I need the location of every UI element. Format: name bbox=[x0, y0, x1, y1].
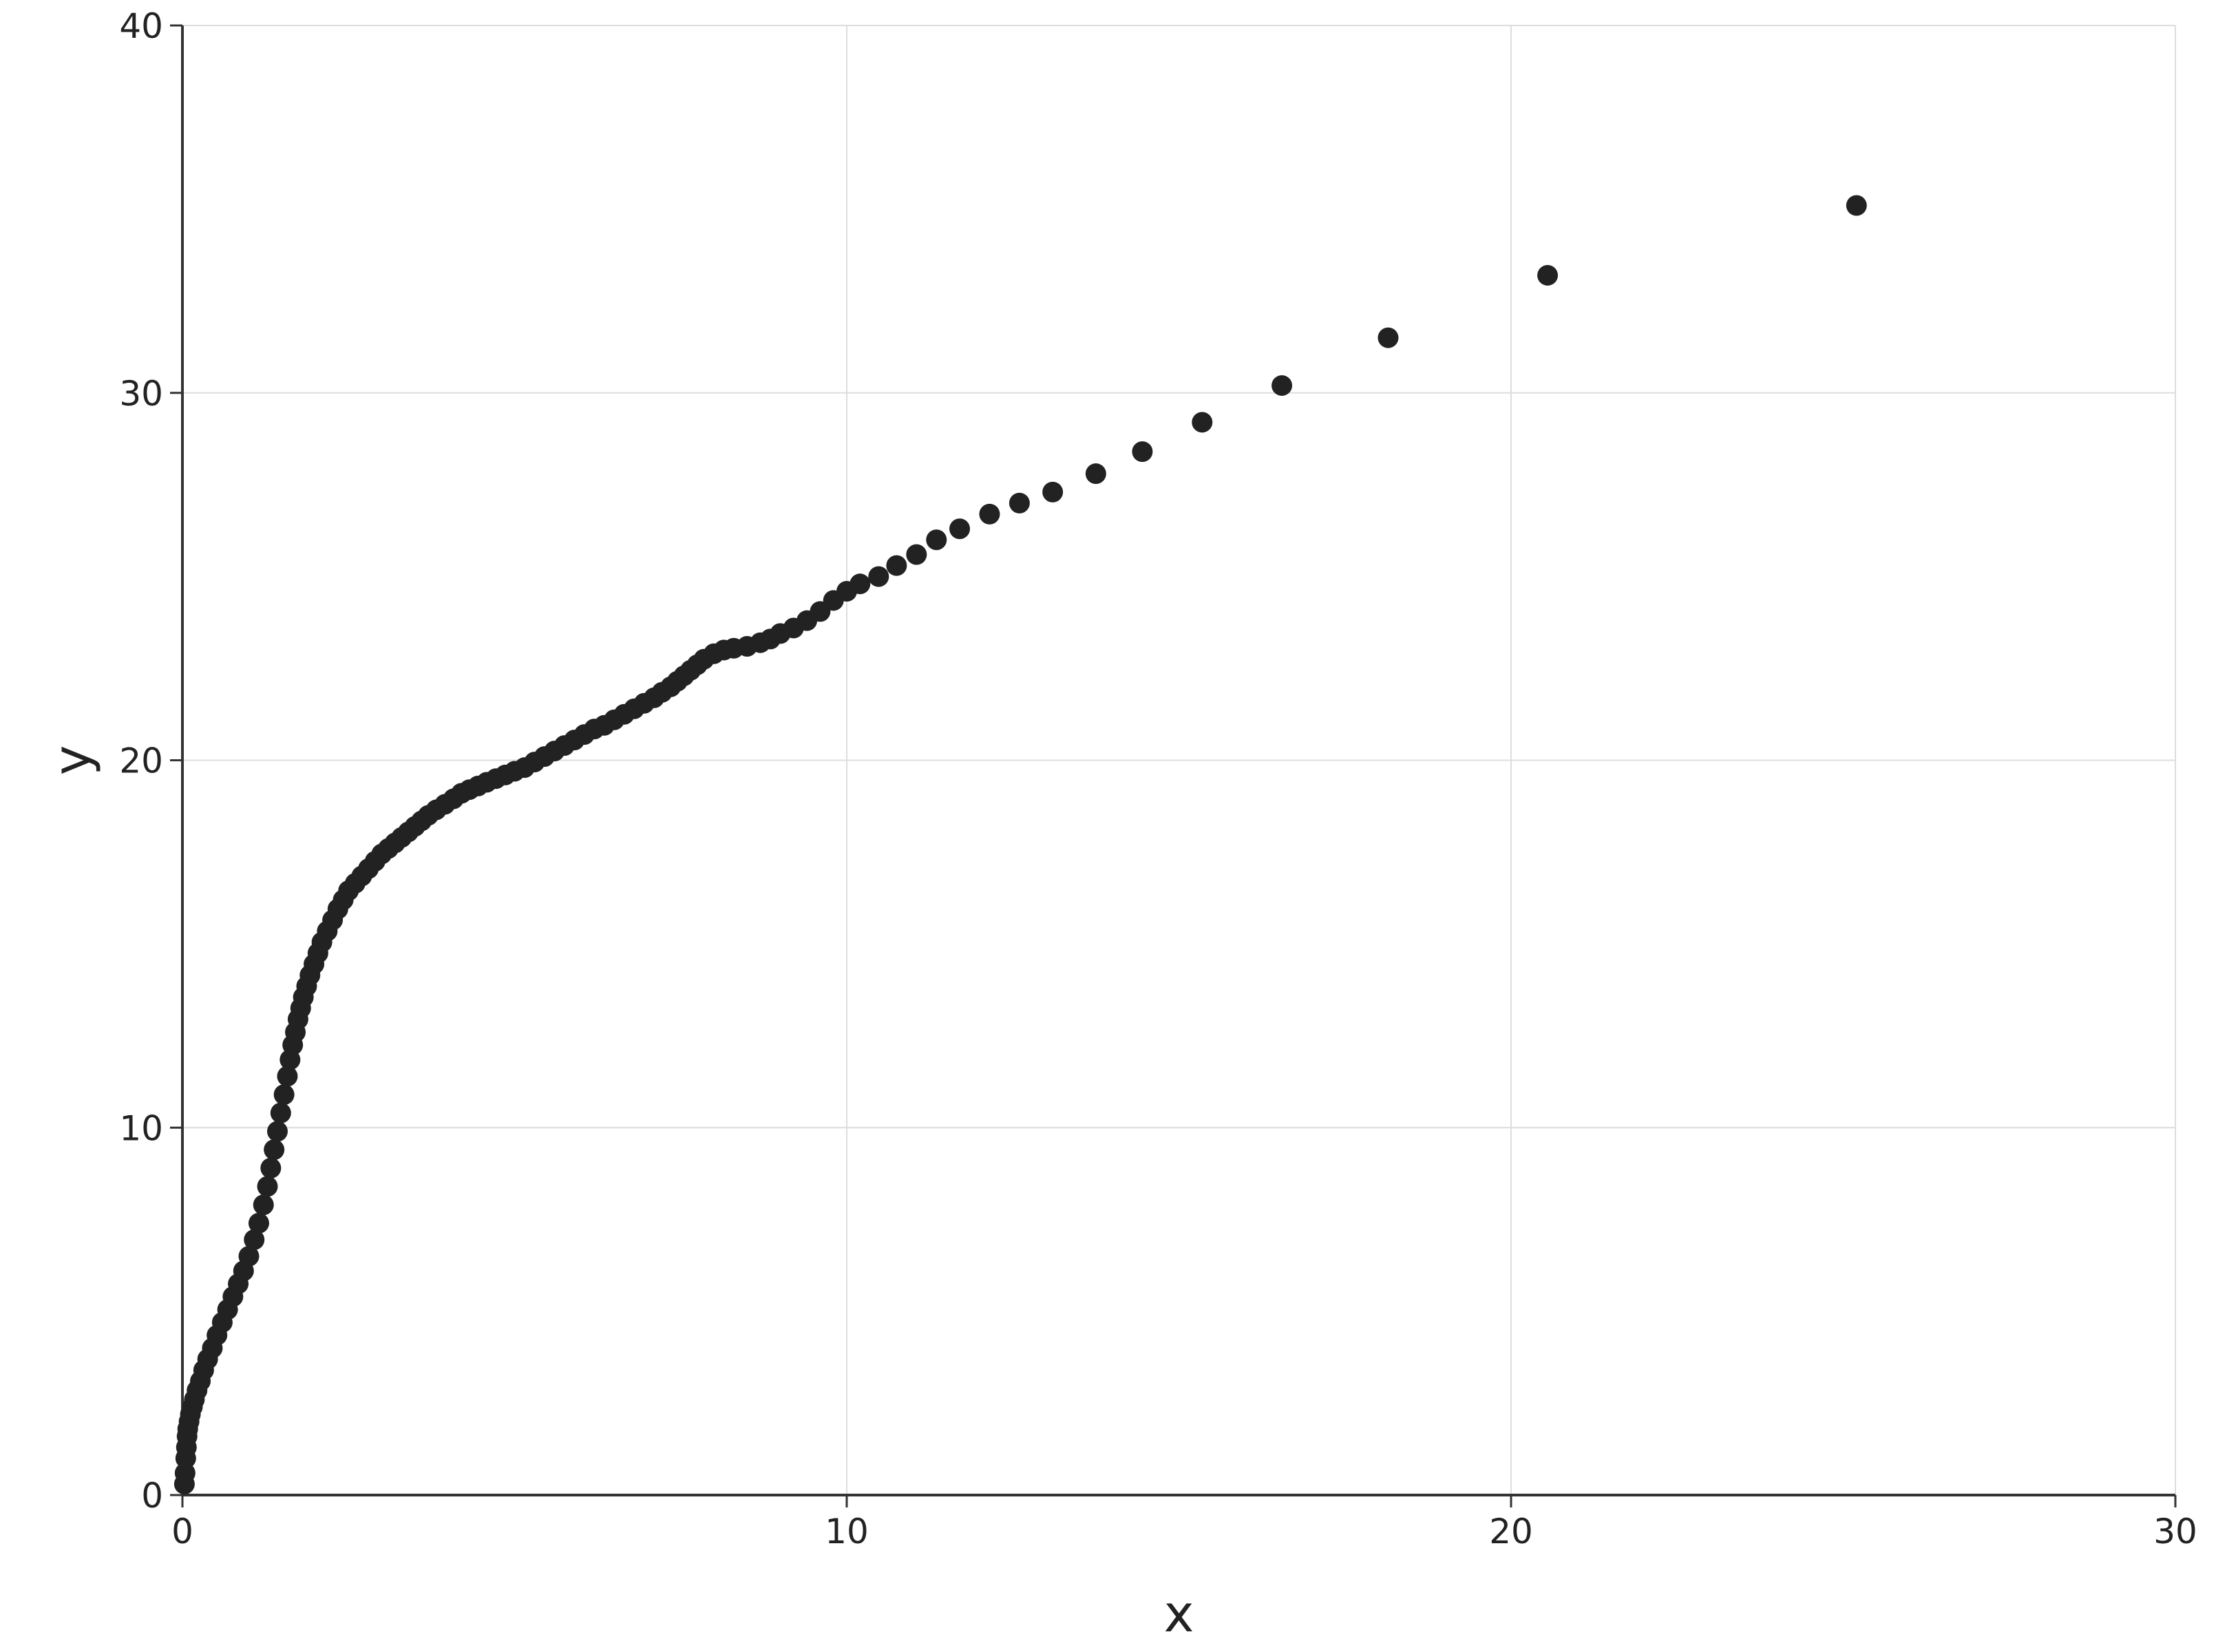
data-point bbox=[1085, 463, 1106, 485]
data-point bbox=[1378, 327, 1399, 348]
data-point bbox=[849, 573, 871, 595]
x-tick-labels: 0 10 20 30 bbox=[171, 1512, 2197, 1552]
data-point bbox=[273, 1084, 295, 1105]
data-point bbox=[868, 566, 889, 587]
data-point bbox=[253, 1194, 274, 1216]
data-point bbox=[270, 1102, 291, 1123]
tick-marks bbox=[170, 24, 2177, 1507]
data-point bbox=[886, 555, 907, 576]
data-point bbox=[238, 1246, 260, 1267]
data-point bbox=[277, 1066, 298, 1087]
y-tick-label: 10 bbox=[119, 1108, 163, 1148]
x-tick-label: 30 bbox=[2153, 1512, 2197, 1552]
y-tick-label: 40 bbox=[119, 6, 163, 46]
data-point bbox=[1009, 492, 1030, 513]
y-tick-label: 0 bbox=[141, 1476, 163, 1516]
data-point bbox=[257, 1176, 278, 1197]
data-point bbox=[1132, 441, 1153, 463]
data-point bbox=[1042, 481, 1064, 502]
data-point bbox=[264, 1139, 285, 1161]
data-point bbox=[979, 503, 1000, 525]
y-axis-label: y bbox=[43, 745, 102, 776]
data-point bbox=[1846, 195, 1867, 216]
data-point bbox=[1271, 375, 1293, 396]
x-tick-label: 10 bbox=[825, 1512, 869, 1552]
data-point bbox=[266, 1121, 288, 1142]
y-tick-label: 20 bbox=[119, 741, 163, 781]
data-point bbox=[1192, 412, 1213, 433]
x-tick-label: 20 bbox=[1489, 1512, 1533, 1552]
x-axis-label: x bbox=[1164, 1585, 1194, 1644]
data-point bbox=[926, 529, 947, 551]
data-point bbox=[949, 518, 971, 540]
data-point bbox=[248, 1213, 269, 1234]
data-points bbox=[173, 195, 1867, 1494]
y-tick-label: 30 bbox=[119, 374, 163, 414]
data-point bbox=[174, 1462, 196, 1483]
y-tick-labels: 0 10 20 30 40 bbox=[119, 6, 163, 1516]
data-point bbox=[260, 1157, 282, 1178]
data-point bbox=[244, 1229, 265, 1251]
data-point bbox=[1537, 264, 1559, 286]
x-tick-label: 0 bbox=[171, 1512, 193, 1552]
data-point bbox=[906, 544, 927, 565]
